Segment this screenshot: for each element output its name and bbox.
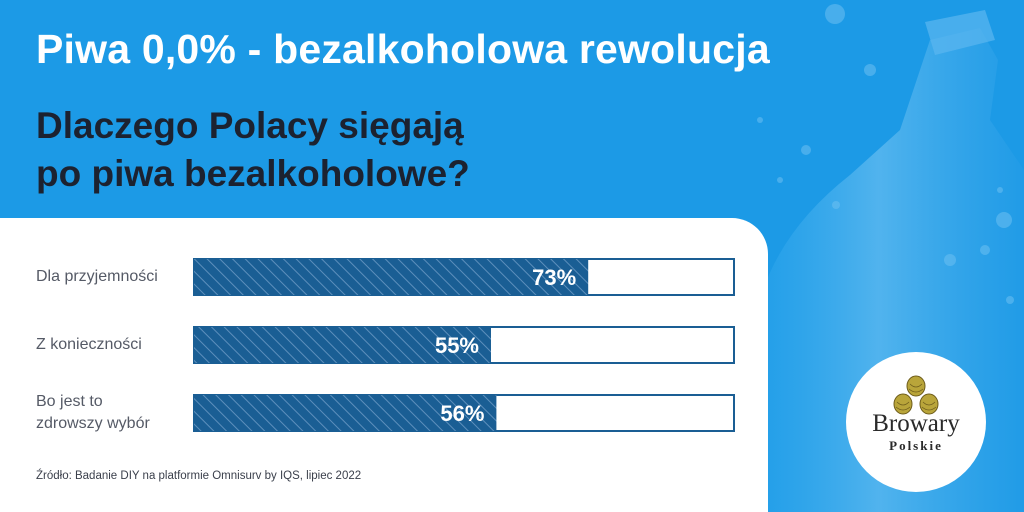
subtitle-line-2: po piwa bezalkoholowe? [36,153,470,194]
chart-panel: 73% 55% 56% Dla przyjemności Z konieczności… [0,218,768,512]
bar-value-label-1: 73% [532,265,576,290]
category-label-line: zdrowszy wybór [36,415,150,432]
source-note: Źródło: Badanie DIY na platformie Omnisu… [36,470,362,482]
category-label-line: Bo jest to [36,393,103,410]
browary-polskie-logo: Browary Polskie [846,352,986,492]
logo-text-browary: Browary [872,410,960,437]
category-label-1: Dla przyjemności [36,266,186,288]
hop-cones-icon [893,375,939,415]
category-label-2: Z konieczności [36,334,186,356]
bar-value-label-2: 55% [435,333,479,358]
logo-text-polskie: Polskie [889,438,943,453]
bar-chart: 73% 55% 56% [193,258,735,432]
bar-3 [194,395,497,431]
category-label-line: Z konieczności [36,336,142,353]
page-subtitle: Dlaczego Polacy sięgają po piwa bezalkoh… [36,102,470,198]
bar-value-label-3: 56% [440,401,484,426]
page-title: Piwa 0,0% - bezalkoholowa rewolucja [36,26,770,72]
subtitle-line-1: Dlaczego Polacy sięgają [36,105,464,146]
category-label-line: Dla przyjemności [36,268,158,285]
bar-2 [194,327,491,363]
bar-1 [194,259,589,295]
category-label-3: Bo jest to zdrowszy wybór [36,391,186,435]
